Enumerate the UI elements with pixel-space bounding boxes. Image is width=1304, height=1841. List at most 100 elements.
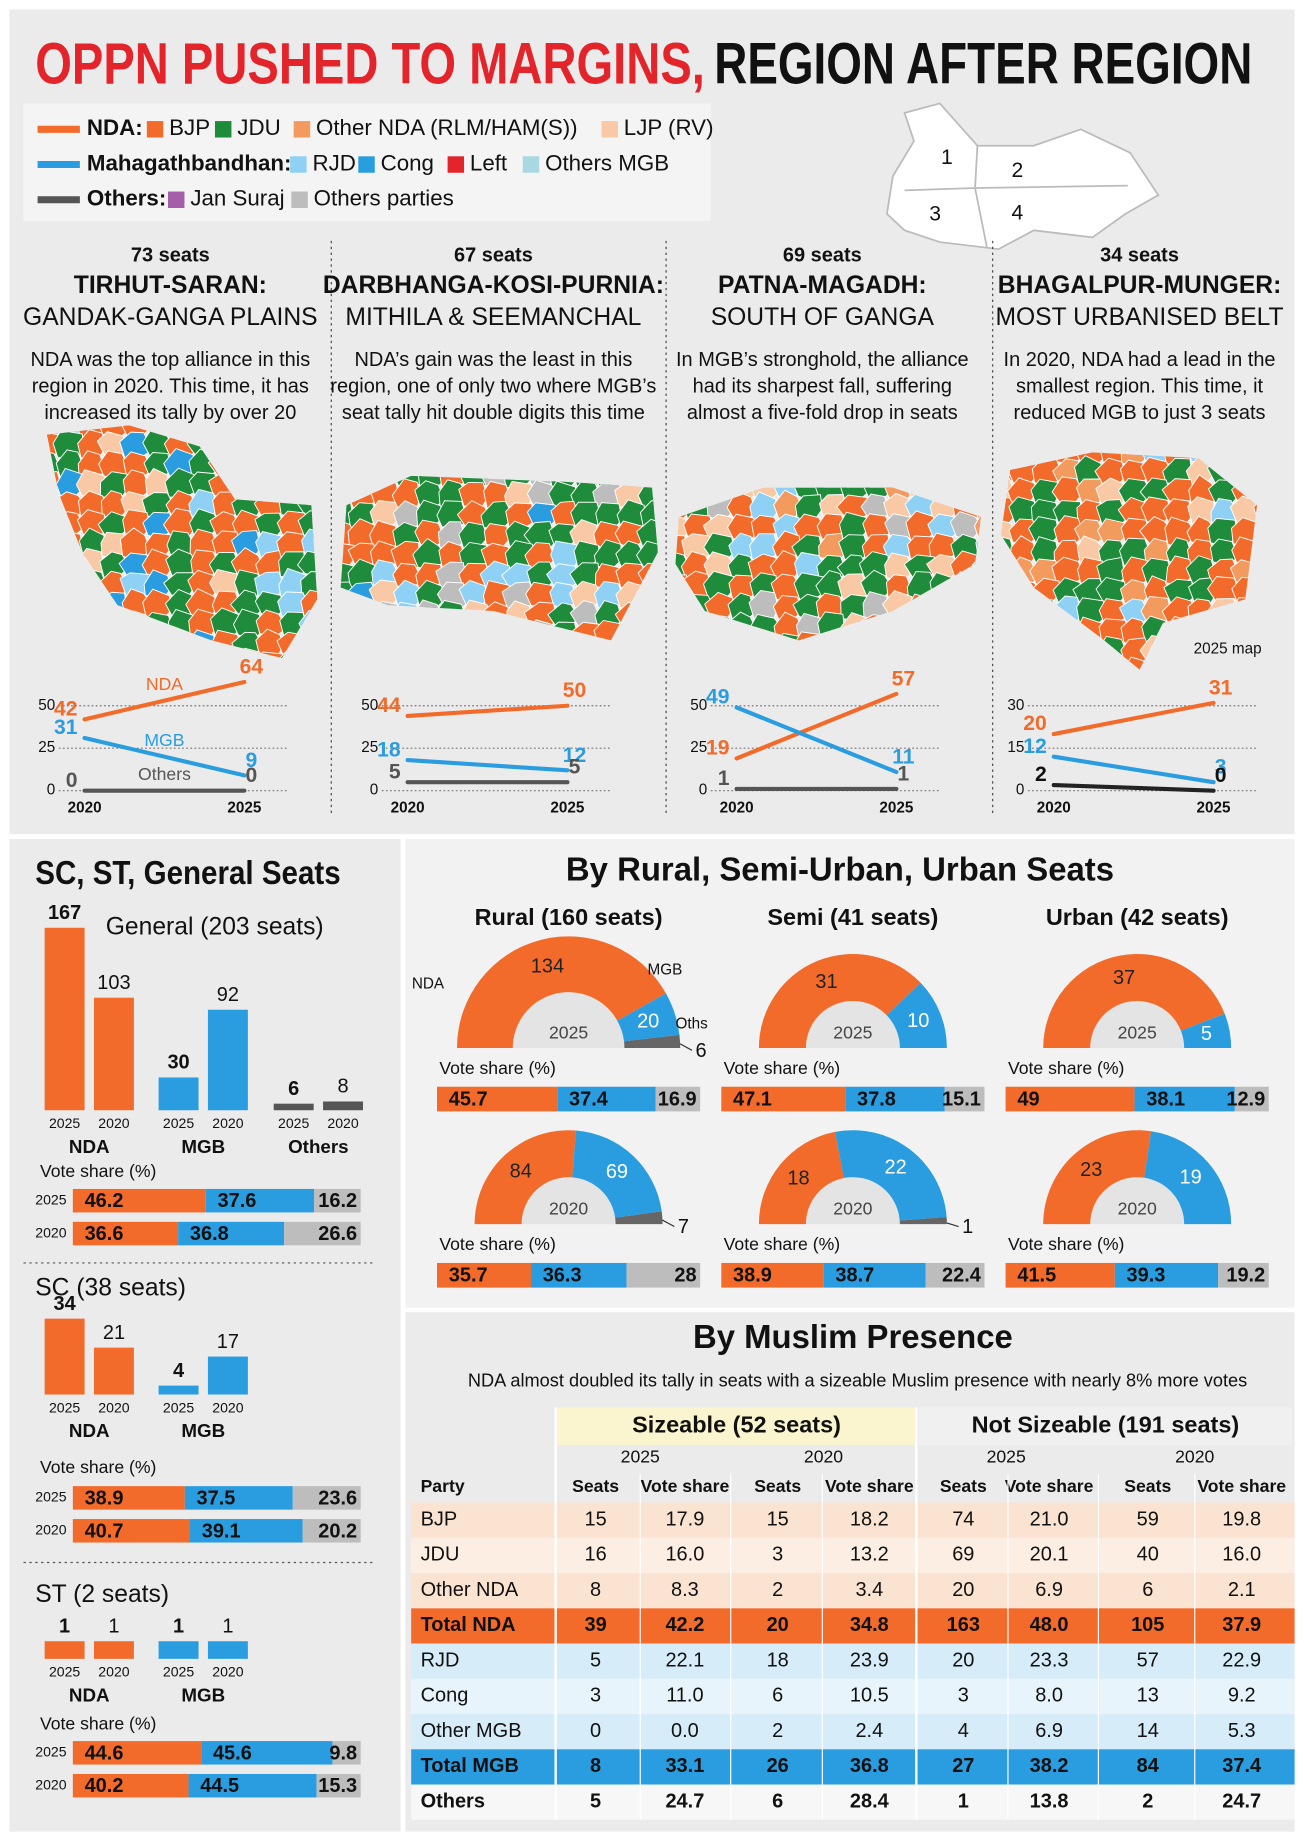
- donut-segment: [758, 1131, 844, 1225]
- vote-share-bar: [437, 1086, 558, 1112]
- vote-share-bar: [823, 1262, 926, 1288]
- x-tick-label: 2025: [879, 799, 913, 816]
- legend-label: Left: [470, 150, 508, 175]
- legend-label: Others parties: [314, 186, 454, 211]
- table-cell: 69: [952, 1544, 974, 1566]
- vote-share-label: 40.2: [85, 1775, 124, 1797]
- donut-segment: [758, 953, 921, 1048]
- vote-share-bar: [72, 1221, 179, 1246]
- region-sub: GANDAK-GANGA PLAINS: [23, 304, 318, 331]
- vote-share-label: 9.8: [329, 1742, 357, 1764]
- bar-value: 103: [97, 972, 130, 994]
- vote-share-bar: [314, 1188, 361, 1213]
- table-cell: 19.8: [1222, 1509, 1261, 1531]
- table-cell: 18.2: [850, 1509, 889, 1531]
- table-cell: 9.2: [1228, 1685, 1256, 1707]
- donut-label: 6: [695, 1040, 706, 1062]
- table-row: [411, 1502, 1295, 1538]
- bar-year: 2020: [98, 1664, 129, 1680]
- bar-value: 167: [48, 902, 81, 924]
- table-cell: 8: [590, 1755, 601, 1777]
- vote-share-bar: [1134, 1086, 1235, 1112]
- bar-value: 6: [288, 1078, 299, 1100]
- region-blurb: had its sharpest fall, suffering: [693, 375, 952, 397]
- legend-swatch: [291, 191, 308, 208]
- table-cell: Cong: [421, 1685, 469, 1707]
- data-label: 5: [569, 756, 581, 779]
- map-label: 1: [941, 146, 953, 169]
- title-black: REGION AFTER REGION: [714, 32, 1252, 97]
- region-blurb: NDA was the top alliance in this: [30, 349, 310, 371]
- vote-share-label: 37.6: [218, 1190, 257, 1212]
- vote-share-label: 23.6: [318, 1487, 357, 1509]
- vote-share-label: 39.1: [202, 1520, 241, 1542]
- table-cell: 22.1: [665, 1649, 704, 1671]
- donut-year: 2025: [549, 1023, 588, 1043]
- donut-label: 18: [787, 1168, 809, 1190]
- series-line: [1051, 782, 1216, 793]
- vote-share-label: 38.7: [835, 1265, 874, 1287]
- table-cell: 3.4: [855, 1579, 883, 1601]
- table-cell: 34.8: [850, 1614, 889, 1636]
- bar: [323, 1101, 364, 1111]
- section-subtitle: NDA almost doubled its tally in seats wi…: [468, 1370, 1247, 1390]
- vote-share-bar: [1218, 1262, 1269, 1288]
- vote-share-bar: [316, 1773, 361, 1798]
- data-label: 3: [1215, 756, 1227, 779]
- vote-share-label: 38.9: [85, 1487, 124, 1509]
- donut-segment: [834, 1130, 947, 1221]
- y-tick-label: 50: [690, 697, 707, 714]
- bar-year: 2025: [163, 1664, 194, 1680]
- vote-share-label: 39.3: [1127, 1265, 1166, 1287]
- legend-label: JDU: [237, 115, 280, 140]
- series-line: [405, 703, 570, 718]
- table-cell: 20: [952, 1649, 974, 1671]
- table-cell: 23.3: [1030, 1649, 1069, 1671]
- table-cell: 6: [772, 1685, 783, 1707]
- y-tick-label: 0: [699, 782, 708, 799]
- area-title: Urban (42 seats): [1046, 904, 1229, 930]
- y-tick-label: 15: [1007, 739, 1024, 756]
- data-label: 2: [1035, 763, 1047, 786]
- table-cell: 27: [952, 1755, 974, 1777]
- table-cell: 39: [585, 1614, 607, 1636]
- legend-label: LJP (RV): [624, 115, 714, 140]
- region-blurb: region, one of only two where MGB’s: [330, 375, 656, 397]
- vote-share-bar: [721, 1086, 846, 1112]
- table-group-header: Sizeable (52 seats): [632, 1411, 841, 1437]
- region-seats: 67 seats: [454, 244, 533, 266]
- donut-segment: [886, 982, 947, 1048]
- vote-share-label: 15.1: [942, 1089, 981, 1111]
- bihar-outline: [886, 102, 1160, 251]
- table-cell: 21.0: [1030, 1509, 1069, 1531]
- y-tick-label: 25: [38, 739, 55, 756]
- bar-value: 1: [173, 1615, 184, 1637]
- vote-share-bar: [201, 1741, 333, 1765]
- table-cell: 28.4: [850, 1790, 889, 1812]
- bar-group-label: MGB: [181, 1420, 225, 1441]
- bar: [273, 1103, 314, 1111]
- table-cell: 38.2: [1030, 1755, 1069, 1777]
- legend-label: Cong: [381, 150, 434, 175]
- table-row: [411, 1643, 1295, 1679]
- bar-group-label: MGB: [181, 1684, 225, 1705]
- bar-year: 2020: [212, 1115, 243, 1131]
- leader-line: [679, 1043, 693, 1051]
- table-cell: 6.9: [1035, 1579, 1063, 1601]
- vote-share-label: 49: [1017, 1089, 1039, 1111]
- vote-share-bar: [72, 1741, 202, 1765]
- map-constituency: [253, 651, 287, 658]
- table-cell: 26: [767, 1755, 789, 1777]
- donut-segment: [615, 1211, 663, 1225]
- vote-share-label: 12.9: [1226, 1089, 1265, 1111]
- bar-year: 2020: [212, 1664, 243, 1680]
- y-tick-label: 30: [1007, 697, 1024, 714]
- vote-share-bar: [178, 1221, 285, 1246]
- data-label: 1: [898, 762, 910, 785]
- map-constituency: [773, 611, 802, 641]
- table-row: [411, 1749, 1295, 1785]
- table-cell: 17.9: [665, 1509, 704, 1531]
- vote-share-bar: [437, 1262, 531, 1288]
- vote-share-label: 46.2: [85, 1190, 124, 1212]
- vote-share-title: Vote share (%): [1008, 1058, 1124, 1078]
